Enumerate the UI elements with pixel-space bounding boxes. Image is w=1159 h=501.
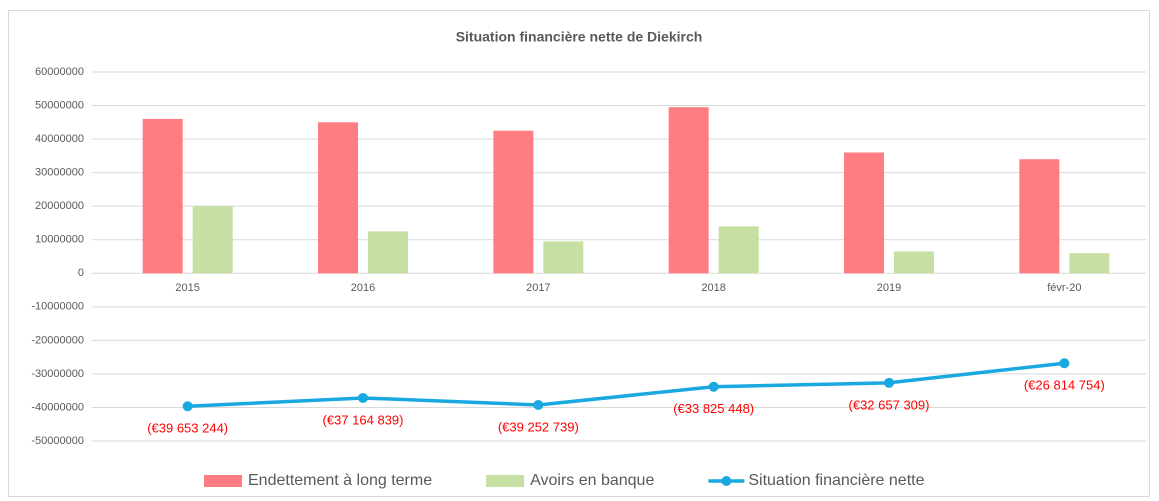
data-label: (€39 252 739) <box>498 419 579 434</box>
x-tick-label: 2015 <box>175 282 199 294</box>
bar <box>1019 159 1060 274</box>
line <box>187 361 1065 409</box>
y-tick-label: -50000000 <box>31 435 84 447</box>
bar <box>894 251 934 274</box>
data-label: (€33 825 448) <box>673 401 754 416</box>
x-tick-label: 2016 <box>351 282 375 294</box>
legend-label: Situation financière nette <box>748 472 924 489</box>
bar <box>318 122 358 274</box>
y-tick-label: 10000000 <box>35 234 84 246</box>
y-tick-label: 40000000 <box>35 133 84 145</box>
legend-swatch <box>721 476 732 486</box>
data-label: (€26 814 754) <box>1024 378 1105 393</box>
x-tick-label: 2018 <box>701 282 725 294</box>
data-label: (€32 657 309) <box>849 397 930 412</box>
x-tick-label: févr-20 <box>1047 282 1081 294</box>
bar <box>718 226 759 274</box>
legend-swatch <box>204 475 242 487</box>
y-tick-label: -30000000 <box>31 368 84 380</box>
data-label: (€39 653 244) <box>147 421 228 436</box>
data-label: (€37 164 839) <box>323 412 404 427</box>
y-tick-label: 50000000 <box>35 99 84 111</box>
marker <box>358 392 368 403</box>
bar <box>543 241 584 274</box>
legend-label: Avoirs en banque <box>530 472 654 489</box>
marker <box>708 381 719 392</box>
legend-label: Endettement à long terme <box>248 472 432 489</box>
x-tick-label: 2019 <box>877 282 901 294</box>
bar <box>668 107 709 274</box>
bar <box>368 231 408 274</box>
marker <box>884 377 894 388</box>
bar <box>844 152 884 274</box>
bar <box>192 206 233 274</box>
legend-swatch <box>486 475 525 487</box>
x-tick-label: 2017 <box>526 282 550 294</box>
marker <box>533 399 544 410</box>
bar <box>1069 253 1110 274</box>
y-tick-label: -10000000 <box>31 301 84 313</box>
y-tick-label: 30000000 <box>35 167 84 179</box>
y-tick-label: 20000000 <box>35 200 84 212</box>
y-tick-label: -40000000 <box>31 401 84 413</box>
y-tick-label: -20000000 <box>31 334 84 346</box>
marker <box>1059 358 1070 369</box>
y-tick-label: 0 <box>78 267 84 279</box>
bar <box>493 130 534 274</box>
y-tick-label: 60000000 <box>35 66 84 78</box>
bar <box>142 118 183 274</box>
marker <box>182 401 193 412</box>
chart-title: Situation financière nette de Diekirch <box>456 29 703 45</box>
